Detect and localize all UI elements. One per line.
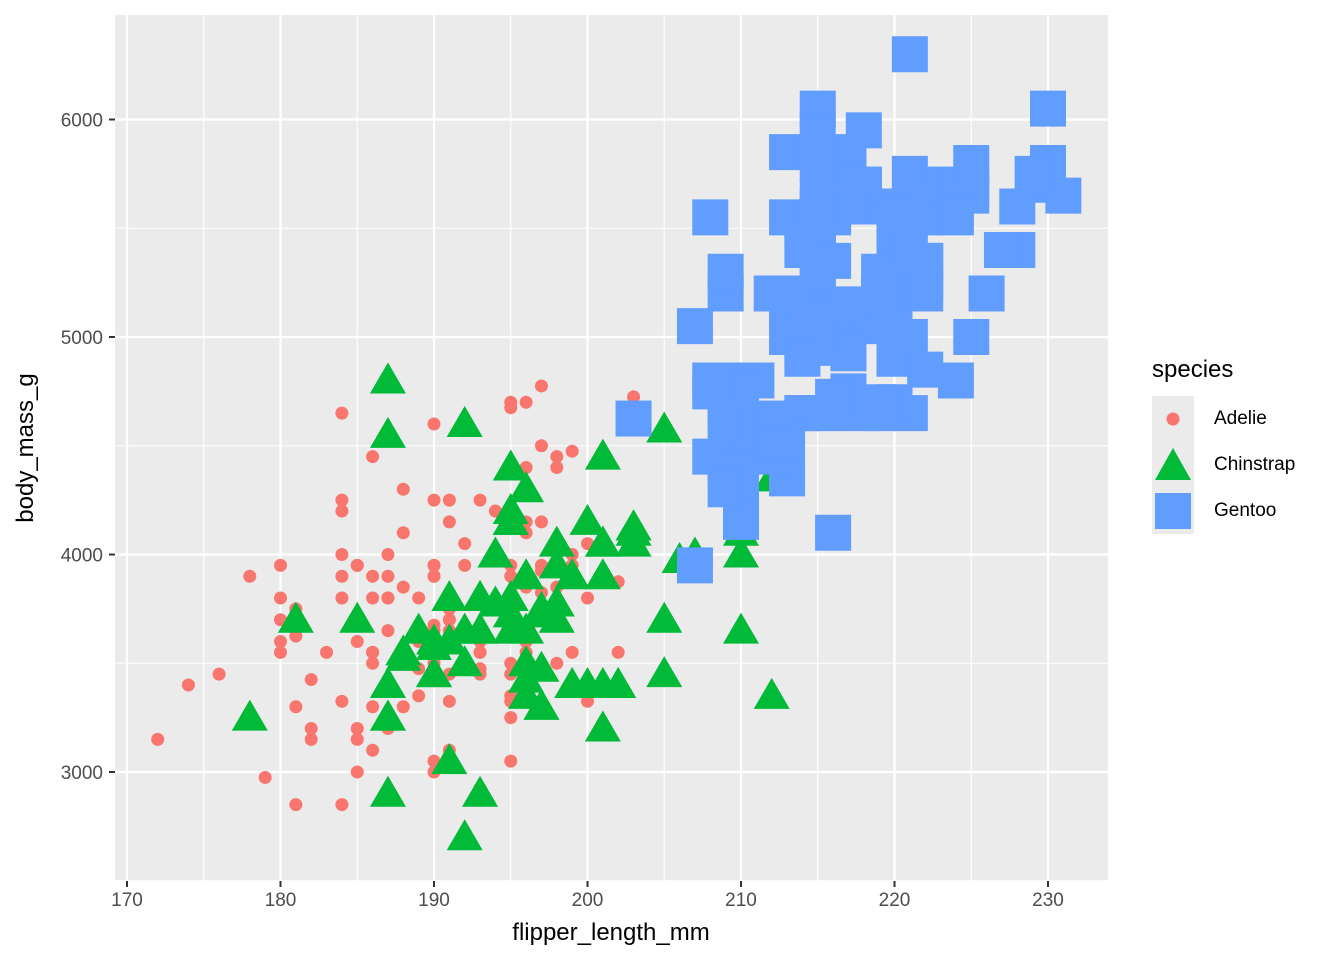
x-axis-title: flipper_length_mm xyxy=(512,919,709,946)
circle-icon xyxy=(1152,396,1194,442)
x-tick-label: 180 xyxy=(265,890,297,911)
data-points xyxy=(151,36,1082,851)
legend-item-chinstrap: Chinstrap xyxy=(1152,442,1295,488)
triangle-icon xyxy=(1152,442,1194,488)
x-tick-label: 230 xyxy=(1032,890,1064,911)
x-axis: 170 180 190 200 210 220 230 xyxy=(111,881,1064,911)
y-axis-title: body_mass_g xyxy=(12,373,39,522)
plot-panel xyxy=(115,15,1108,881)
legend-title: species xyxy=(1152,356,1234,383)
series-gentoo xyxy=(615,36,1082,584)
y-axis: 3000 4000 5000 6000 xyxy=(61,111,115,784)
y-tick-label: 4000 xyxy=(61,546,103,567)
legend-label: Gentoo xyxy=(1214,500,1277,521)
y-tick-label: 6000 xyxy=(61,111,103,132)
y-tick-label: 5000 xyxy=(61,328,103,349)
x-tick-label: 210 xyxy=(725,890,757,911)
y-tick-label: 3000 xyxy=(61,763,103,784)
legend-item-gentoo: Gentoo xyxy=(1152,488,1295,534)
x-tick-label: 190 xyxy=(418,890,450,911)
legend-label: Chinstrap xyxy=(1214,454,1296,475)
legend-item-adelie: Adelie xyxy=(1152,396,1295,442)
major-gridlines xyxy=(115,15,1108,881)
square-icon xyxy=(1152,488,1194,534)
x-tick-label: 220 xyxy=(879,890,911,911)
x-tick-label: 200 xyxy=(572,890,604,911)
x-tick-label: 170 xyxy=(111,890,143,911)
legend: species Adelie Chinstrap Gentoo xyxy=(1152,356,1295,534)
legend-label: Adelie xyxy=(1214,408,1267,429)
